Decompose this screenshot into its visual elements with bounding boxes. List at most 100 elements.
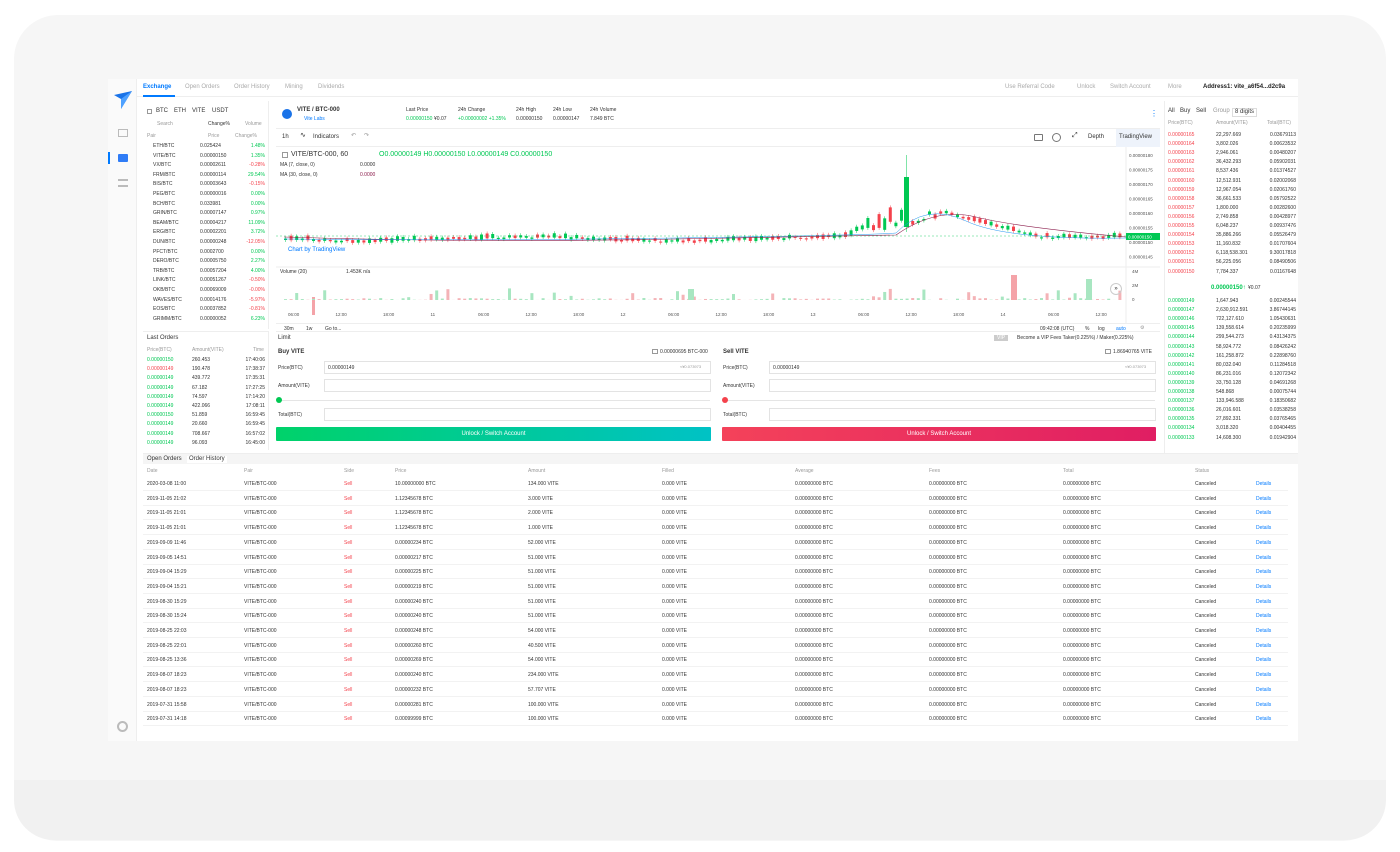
ob-row[interactable]: 0.00000142 161,258.872 0.22898760: [1165, 353, 1298, 361]
ob-row[interactable]: 0.00000158 36,661.533 0.05792522: [1165, 196, 1298, 204]
interval-button[interactable]: 1h: [282, 134, 289, 140]
sell-slider-handle[interactable]: [722, 397, 728, 403]
ticker-pair[interactable]: VITE / BTC-000: [297, 107, 340, 113]
ob-row[interactable]: 0.00000145 139,558.614 0.20235999: [1165, 325, 1298, 333]
ob-tab-buy[interactable]: Buy: [1180, 108, 1191, 114]
unlock-link[interactable]: Unlock: [1077, 84, 1096, 90]
pair-row[interactable]: GRIN/BTC 0.00007147 0.97%: [143, 210, 269, 218]
col-change[interactable]: Change%: [235, 133, 257, 139]
tab-mining[interactable]: Mining: [285, 84, 303, 90]
ob-row[interactable]: 0.00000163 2,946.061 0.00480207: [1165, 150, 1298, 158]
ob-row[interactable]: 0.00000152 6,118,538.301 9.30017818: [1165, 250, 1298, 258]
more-link[interactable]: More: [1168, 84, 1182, 90]
pair-row[interactable]: DERO/BTC 0.00005750 2.27%: [143, 258, 269, 266]
tab-open-orders[interactable]: Open Orders: [185, 84, 220, 90]
ob-row[interactable]: 0.00000154 35,886.266 0.05526479: [1165, 232, 1298, 240]
settings-icon[interactable]: [1052, 133, 1061, 142]
pair-row[interactable]: ERG/BTC 0.00002201 3.72%: [143, 229, 269, 237]
chart-area[interactable]: VITE/BTC-000, 60 O0.00000149 H0.00000150…: [276, 147, 1160, 323]
quote-tab-btc[interactable]: BTC: [156, 108, 168, 114]
ob-row[interactable]: 0.00000165 22,297.669 0.03679113: [1165, 132, 1298, 140]
ticker-issuer[interactable]: Vite Labs: [304, 116, 325, 122]
vip-fees-text[interactable]: Become a VIP Fees Taker(0.225%) / Maker(…: [1017, 335, 1134, 341]
more-vert-icon[interactable]: ⋮: [1150, 109, 1158, 118]
ob-row[interactable]: 0.00000149 1,647.943 0.00245544: [1165, 298, 1298, 306]
pair-row[interactable]: ETH/BTC 0.025424 1.48%: [143, 143, 269, 151]
details-link[interactable]: Details: [1256, 701, 1272, 708]
pair-row[interactable]: PFCT/BTC 0.0002700 0.00%: [143, 249, 269, 257]
details-link[interactable]: Details: [1256, 583, 1272, 590]
ob-row[interactable]: 0.00000144 299,544.273 0.43134375: [1165, 334, 1298, 342]
range-1w[interactable]: 1w: [306, 326, 313, 332]
ob-row[interactable]: 0.00000139 33,750.128 0.04691268: [1165, 380, 1298, 388]
star-icon[interactable]: [147, 109, 152, 114]
indicator-icon[interactable]: ∿: [300, 132, 306, 139]
scroll-right-icon[interactable]: »: [1110, 283, 1122, 295]
ob-row[interactable]: 0.00000159 12,967.054 0.02061760: [1165, 187, 1298, 195]
buy-slider-track[interactable]: [280, 400, 710, 401]
pair-row[interactable]: VITE/BTC 0.00000150 1.35%: [143, 153, 269, 161]
details-link[interactable]: Details: [1256, 716, 1272, 723]
ob-row[interactable]: 0.00000146 722,127.610 1.05430631: [1165, 316, 1298, 324]
buy-submit-button[interactable]: Unlock / Switch Account: [276, 427, 711, 441]
ob-row[interactable]: 0.00000151 56,225.056 0.08490506: [1165, 259, 1298, 267]
switch-account-link[interactable]: Switch Account: [1110, 84, 1151, 90]
ob-row[interactable]: 0.00000135 27,892.331 0.03765465: [1165, 416, 1298, 424]
history-tab-open[interactable]: Open Orders: [147, 456, 182, 462]
auto-toggle[interactable]: auto: [1116, 326, 1126, 332]
sell-total-input[interactable]: [769, 408, 1156, 421]
ob-row[interactable]: 0.00000153 11,160.832 0.01707604: [1165, 241, 1298, 249]
details-link[interactable]: Details: [1256, 525, 1272, 532]
tab-order-history[interactable]: Order History: [234, 84, 270, 90]
quote-tab-usdt[interactable]: USDT: [212, 108, 229, 114]
pair-row[interactable]: EOS/BTC 0.00037852 -0.81%: [143, 306, 269, 314]
exchange-icon[interactable]: [118, 154, 128, 162]
undo-icon[interactable]: ↶: [351, 133, 357, 139]
details-link[interactable]: Details: [1256, 539, 1272, 546]
ob-row[interactable]: 0.00000136 26,016.601 0.03538258: [1165, 407, 1298, 415]
collapse-icon[interactable]: [282, 152, 288, 158]
sell-price-input[interactable]: 0.00000149 ≈¥0.073973: [769, 361, 1156, 374]
list-icon[interactable]: [118, 179, 128, 187]
details-link[interactable]: Details: [1256, 657, 1272, 664]
pair-row[interactable]: BIS/BTC 0.00003643 -0.15%: [143, 181, 269, 189]
market-search-input[interactable]: Search: [157, 121, 173, 127]
details-link[interactable]: Details: [1256, 554, 1272, 561]
pair-row[interactable]: OKB/BTC 0.00069009 -0.00%: [143, 287, 269, 295]
details-link[interactable]: Details: [1256, 598, 1272, 605]
ob-group-select[interactable]: 8 digits: [1232, 108, 1258, 118]
indicators-button[interactable]: Indicators: [313, 134, 340, 140]
log-toggle[interactable]: log: [1098, 326, 1105, 332]
buy-total-input[interactable]: [324, 408, 711, 421]
quote-tab-vite[interactable]: VITE: [192, 108, 206, 114]
ob-row[interactable]: 0.00000156 2,749.858 0.00428977: [1165, 214, 1298, 222]
sell-slider-track[interactable]: [725, 400, 1155, 401]
ob-row[interactable]: 0.00000162 36,432.293 0.05902031: [1165, 159, 1298, 167]
range-30m[interactable]: 30m: [284, 326, 294, 332]
details-link[interactable]: Details: [1256, 642, 1272, 649]
col-price[interactable]: Price: [208, 133, 220, 139]
depth-button[interactable]: Depth: [1088, 134, 1105, 140]
buy-slider-handle[interactable]: [276, 397, 282, 403]
ob-row[interactable]: 0.00000143 58,924.772 0.08426242: [1165, 344, 1298, 352]
pair-row[interactable]: BEAM/BTC 0.00004217 11.09%: [143, 220, 269, 228]
tv-credit[interactable]: Chart by TradingView: [288, 247, 346, 253]
details-link[interactable]: Details: [1256, 510, 1272, 517]
col-pair[interactable]: Pair: [147, 133, 156, 139]
details-link[interactable]: Details: [1256, 628, 1272, 634]
ob-row[interactable]: 0.00000140 86,231.016 0.12072342: [1165, 371, 1298, 379]
goto-button[interactable]: Go to...: [325, 326, 342, 332]
buy-price-input[interactable]: 0.00000149 ≈¥0.073973: [324, 361, 711, 374]
ob-tab-all[interactable]: All: [1168, 108, 1175, 114]
quote-tab-eth[interactable]: ETH: [174, 108, 186, 114]
tab-exchange[interactable]: Exchange: [143, 84, 172, 90]
ob-row[interactable]: 0.00000155 6,048.237 0.00937476: [1165, 223, 1298, 231]
details-link[interactable]: Details: [1256, 495, 1272, 502]
ob-row[interactable]: 0.00000133 14,608.300 0.01942904: [1165, 435, 1298, 443]
ob-row[interactable]: 0.00000164 3,802.026 0.00623532: [1165, 141, 1298, 149]
pair-row[interactable]: VX/BTC 0.00002611 -0.28%: [143, 162, 269, 170]
details-link[interactable]: Details: [1256, 613, 1272, 620]
pair-row[interactable]: GRIMM/BTC 0.00000052 6.23%: [143, 316, 269, 324]
pair-row[interactable]: PEG/BTC 0.00000016 0.00%: [143, 191, 269, 199]
ob-row[interactable]: 0.00000138 548.868 0.00075744: [1165, 389, 1298, 397]
